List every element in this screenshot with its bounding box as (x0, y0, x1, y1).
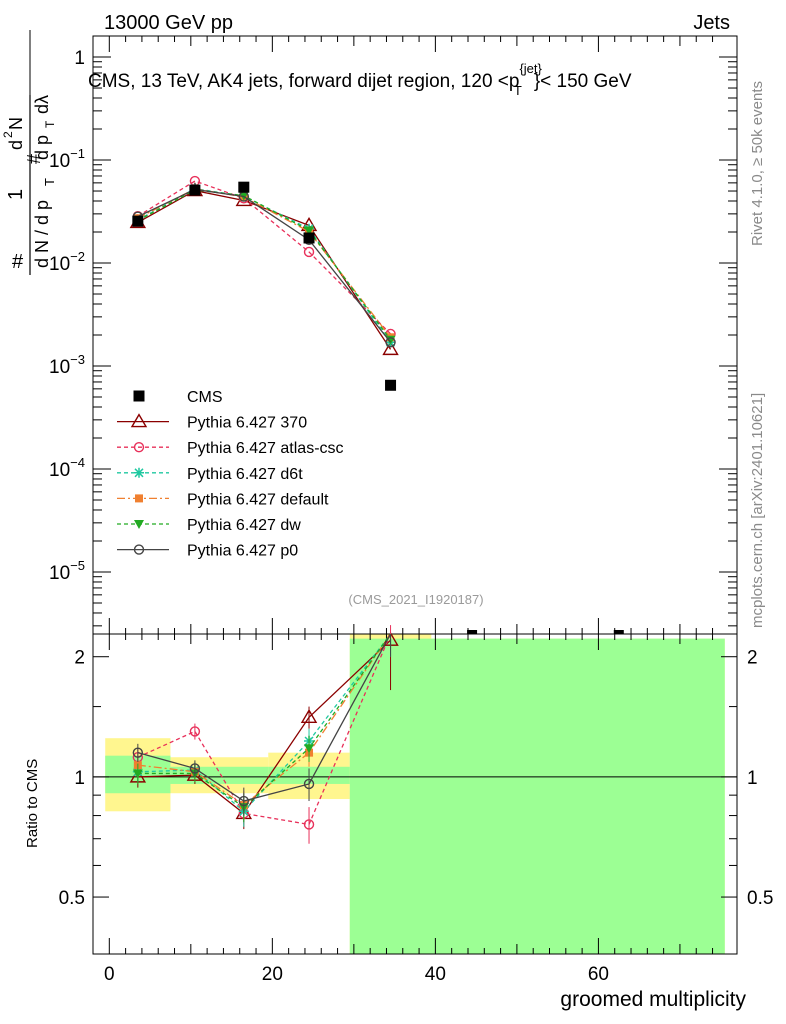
y-tick-label: 10−4 (49, 455, 85, 481)
series-line-3 (137, 188, 392, 338)
title-subscript: T (514, 83, 522, 98)
ratio-line-4 (137, 633, 392, 808)
legend-label-0: CMS (187, 389, 223, 406)
series-line-5 (137, 188, 392, 343)
x-axis: 0 20 40 60 (104, 36, 714, 985)
title-part-1: CMS, 13 TeV, AK4 jets, forward dijet reg… (88, 71, 519, 92)
svg-text:d p: d p (32, 135, 52, 160)
series-4-point-3 (304, 226, 315, 236)
ratio-tick-label: 1 (74, 768, 85, 789)
svg-text:1: 1 (5, 189, 27, 200)
legend-marker-2 (133, 442, 145, 453)
legend-label-6: Pythia 6.427 p0 (187, 543, 298, 560)
ratio-5-point-2 (238, 795, 250, 807)
cms-point-1 (189, 184, 201, 196)
cms-data-points (132, 181, 624, 634)
svg-text:#: # (24, 154, 44, 164)
header-left: 13000 GeV pp (104, 12, 233, 34)
y-tick-label: 10−2 (49, 249, 85, 275)
title-part-2: }< 150 GeV (534, 71, 632, 92)
series-line-4 (137, 189, 392, 341)
main-y-axis-label: # 1 d N / d p T # d 2 N d p T dλ (1, 30, 57, 275)
ratio-5-point-0 (132, 747, 144, 758)
band-stat-3 (349, 638, 725, 954)
title-superscript: {jet} (519, 61, 542, 76)
ratio-5-point-1 (189, 763, 201, 774)
ratio-y-label: Ratio to CMS (24, 759, 41, 848)
x-tick-label: 60 (588, 964, 609, 985)
series-1-point-3 (303, 246, 315, 258)
analysis-tag: (CMS_2021_I1920187) (348, 592, 483, 607)
legend-label-2: Pythia 6.427 atlas-csc (187, 440, 344, 457)
x-tick-label: 0 (104, 964, 115, 985)
cms-point-0 (132, 215, 144, 227)
legend-marker-4 (135, 494, 143, 503)
cms-point-6 (613, 630, 624, 634)
series-line-2 (137, 187, 392, 343)
series-line-1 (137, 180, 392, 335)
ratio-plot-frame (92, 633, 738, 955)
legend-label-3: Pythia 6.427 d6t (187, 466, 303, 483)
rivet-label: Rivet 4.1.0, ≥ 50k events (749, 81, 766, 246)
svg-text:2: 2 (1, 131, 15, 138)
cms-point-4 (385, 379, 397, 391)
cms-point-2 (238, 181, 250, 193)
ratio-tick-label-right: 1 (747, 768, 758, 789)
ratio-series-group (129, 625, 399, 844)
svg-text:d: d (6, 140, 26, 150)
uncertainty-bands (105, 634, 725, 954)
legend-cms-marker (133, 390, 145, 402)
legend-label-5: Pythia 6.427 dw (187, 517, 301, 534)
svg-text:dλ: dλ (32, 95, 52, 114)
ratio-tick-label: 2 (74, 648, 85, 669)
ratio-4-point-0 (132, 769, 143, 779)
svg-text:d N / d p: d N / d p (32, 200, 52, 268)
x-tick-label: 40 (425, 964, 446, 985)
legend-marker-5 (134, 520, 144, 529)
chart-title: CMS, 13 TeV, AK4 jets, forward dijet reg… (88, 61, 632, 98)
cms-point-5 (467, 630, 478, 634)
series-0-point-4 (382, 340, 399, 356)
y-tick-label: 10−1 (49, 146, 85, 172)
series-5-point-4 (385, 337, 396, 348)
legend-marker-1 (130, 413, 148, 428)
mcplots-label: mcplots.cern.ch [arXiv:2401.10621] (749, 393, 766, 628)
ratio-0-point-3 (300, 708, 318, 724)
series-line-0 (137, 189, 392, 350)
legend: CMS Pythia 6.427 370 Pythia 6.427 atlas-cs… (117, 389, 344, 560)
svg-text:T: T (42, 178, 57, 186)
legend-label-4: Pythia 6.427 default (187, 491, 329, 508)
ratio-1-point-3 (303, 819, 315, 830)
ratio-1-point-1 (189, 726, 201, 737)
main-y-axis: 10−5 10−4 10−3 10−2 10−1 1 (49, 48, 737, 627)
svg-text:T: T (43, 120, 57, 128)
ratio-tick-label-right: 2 (747, 648, 758, 669)
ratio-5-point-3 (303, 778, 315, 790)
ratio-tick-label: 0.5 (59, 888, 85, 909)
svg-text:#: # (12, 251, 24, 273)
legend-label-1: Pythia 6.427 370 (187, 415, 307, 432)
ratio-tick-label-right: 0.5 (747, 888, 773, 909)
svg-text:N: N (6, 117, 26, 130)
y-tick-label: 10−3 (49, 352, 85, 378)
y-tick-label: 1 (74, 48, 85, 69)
main-series-group (129, 175, 399, 356)
legend-marker-6 (133, 544, 145, 555)
header-right: Jets (693, 12, 730, 34)
legend-marker-3 (134, 467, 144, 478)
ratio-4-point-3 (304, 744, 315, 754)
cms-point-3 (303, 232, 315, 244)
x-axis-label: groomed multiplicity (560, 988, 746, 1011)
x-tick-label: 20 (262, 964, 283, 985)
y-tick-label: 10−5 (49, 558, 85, 584)
